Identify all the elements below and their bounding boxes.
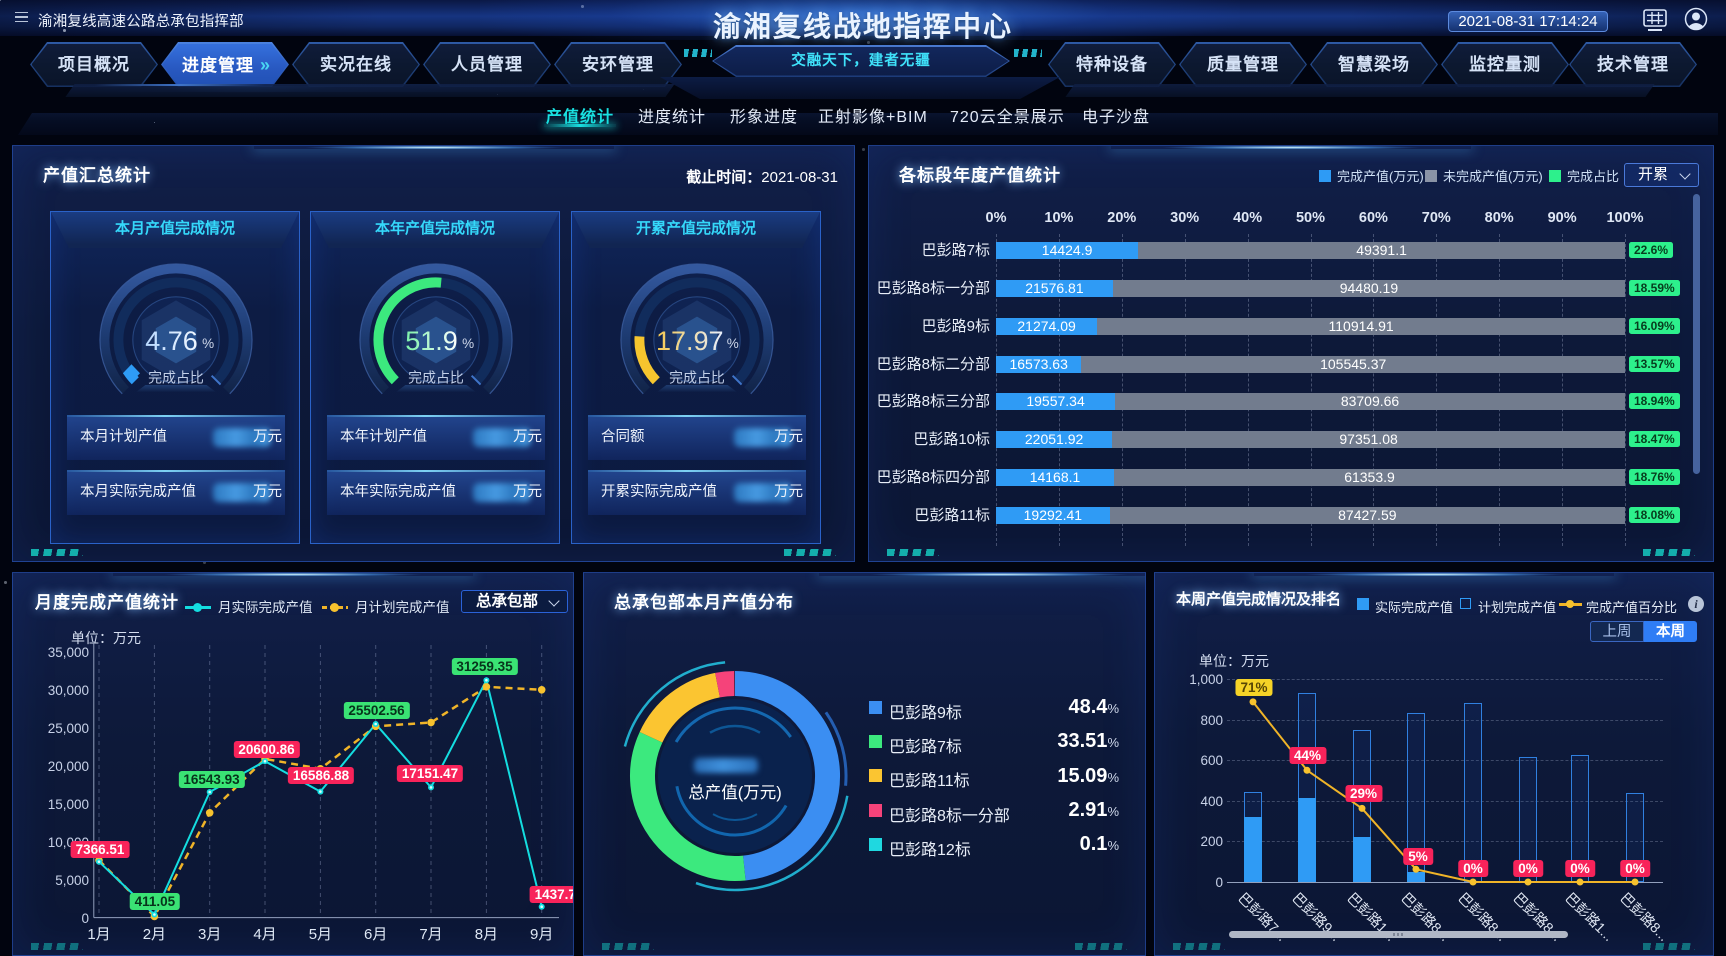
svg-text:51.9: 51.9 <box>405 326 458 356</box>
svg-text:完成占比: 完成占比 <box>669 369 725 385</box>
svg-text:完成占比: 完成占比 <box>148 369 204 385</box>
svg-text:17.97: 17.97 <box>656 326 724 356</box>
svg-text:%: % <box>727 336 739 351</box>
svg-text:%: % <box>202 336 214 351</box>
svg-text:%: % <box>462 336 474 351</box>
svg-text:4.76: 4.76 <box>145 326 198 356</box>
svg-text:完成占比: 完成占比 <box>408 369 464 385</box>
